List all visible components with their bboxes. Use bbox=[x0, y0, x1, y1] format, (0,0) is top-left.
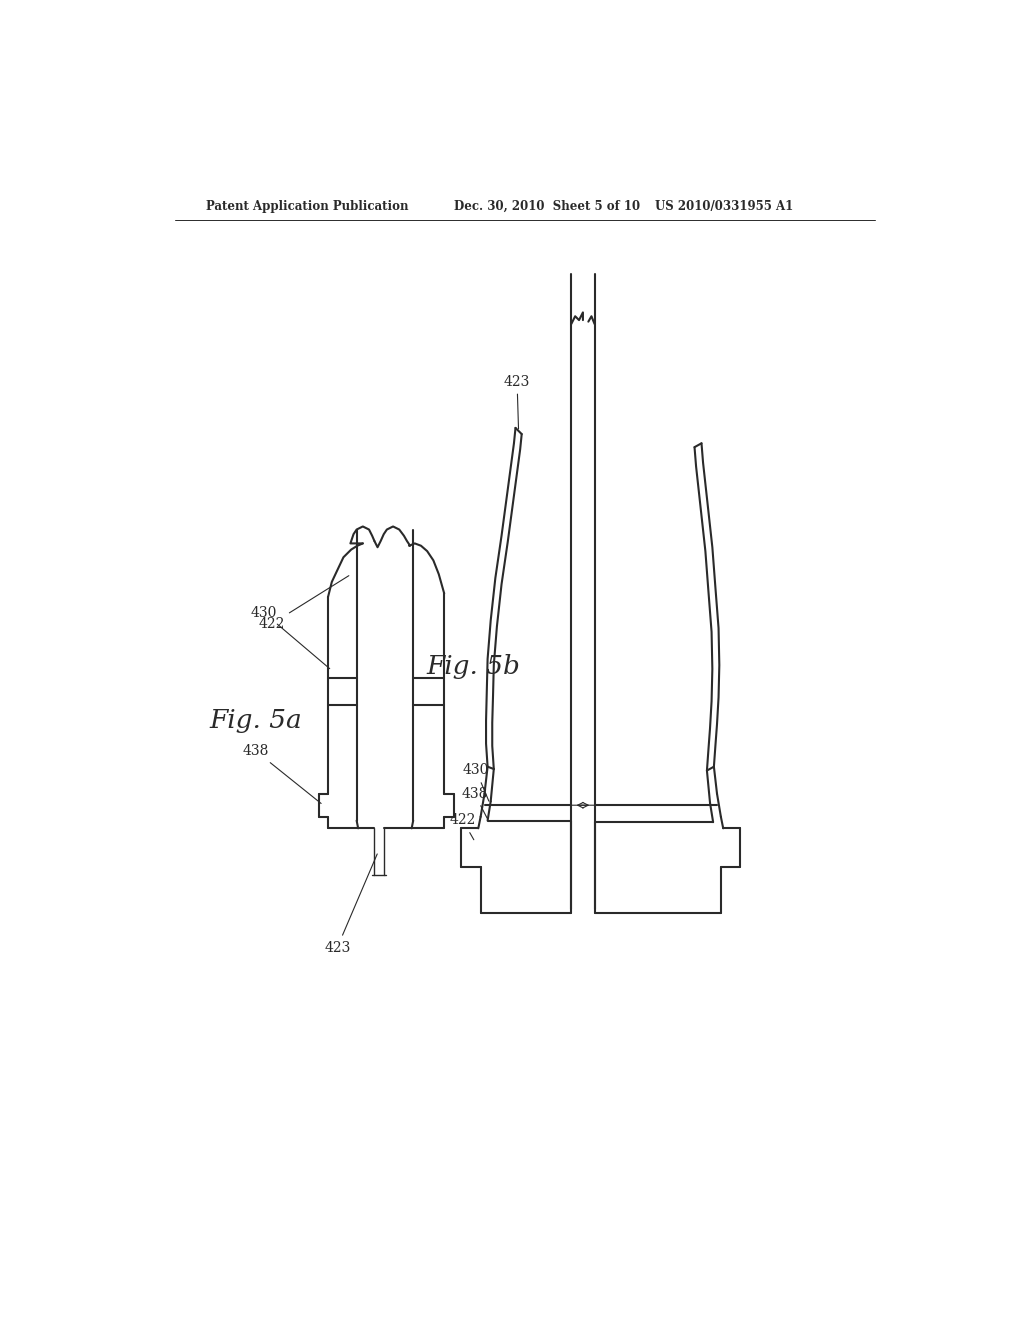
Text: Patent Application Publication: Patent Application Publication bbox=[206, 199, 408, 213]
Text: 423: 423 bbox=[324, 854, 377, 954]
Text: 423: 423 bbox=[504, 375, 530, 429]
Text: Fig. 5a: Fig. 5a bbox=[209, 708, 302, 733]
Text: 422: 422 bbox=[450, 813, 476, 840]
Text: 430: 430 bbox=[251, 606, 330, 669]
Text: US 2010/0331955 A1: US 2010/0331955 A1 bbox=[655, 199, 794, 213]
Text: Fig. 5b: Fig. 5b bbox=[426, 655, 520, 678]
Text: 438: 438 bbox=[243, 744, 322, 804]
Text: 422: 422 bbox=[258, 576, 349, 631]
Text: Dec. 30, 2010  Sheet 5 of 10: Dec. 30, 2010 Sheet 5 of 10 bbox=[454, 199, 640, 213]
Text: 438: 438 bbox=[461, 787, 487, 818]
Text: 430: 430 bbox=[463, 763, 489, 801]
